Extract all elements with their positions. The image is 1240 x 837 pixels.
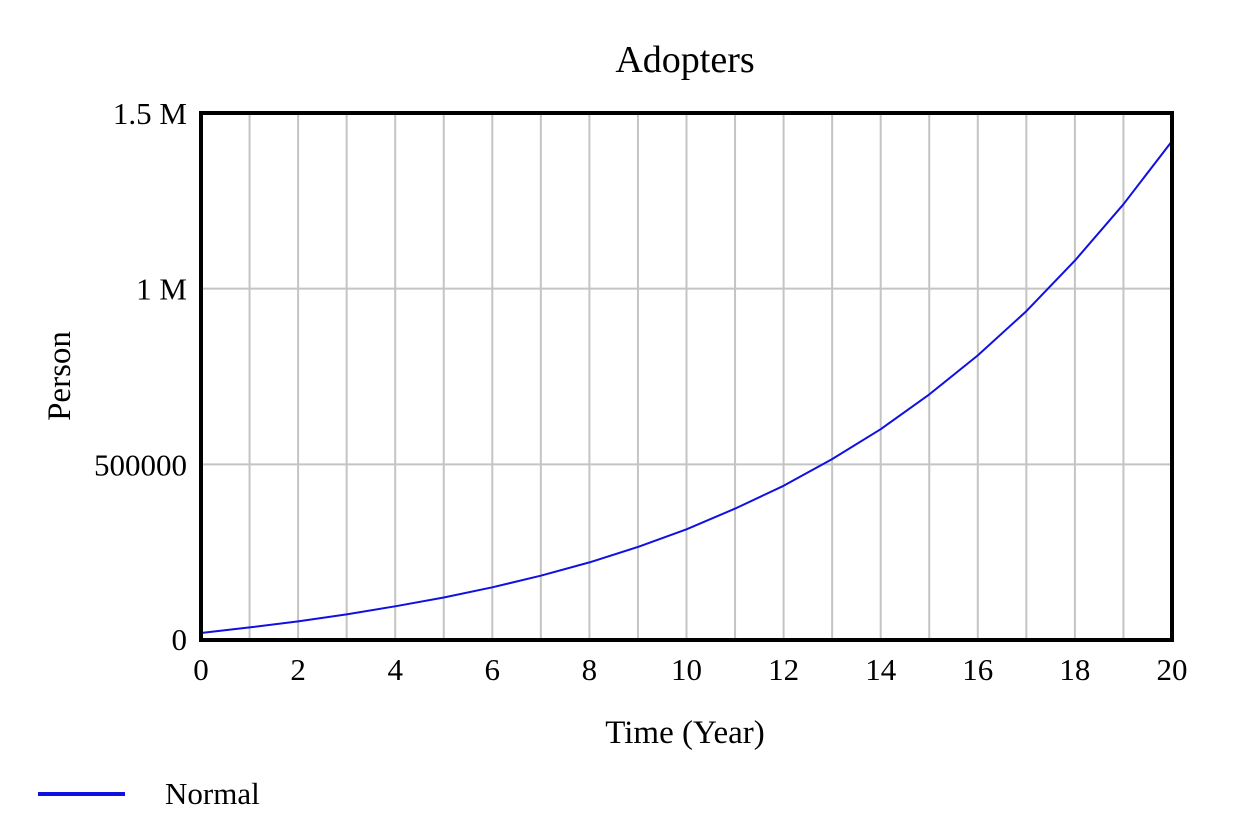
x-tick-label: 14 <box>865 652 897 687</box>
data-point <box>443 596 445 599</box>
data-point <box>588 561 591 564</box>
x-tick-label: 16 <box>962 652 993 687</box>
x-tick-label: 18 <box>1059 652 1090 687</box>
x-axis-label: Time (Year) <box>605 715 765 751</box>
y-tick-label: 0 <box>172 622 188 657</box>
data-point <box>928 393 931 396</box>
legend: Normal <box>38 776 260 811</box>
data-point <box>977 354 979 357</box>
y-tick-label: 1.5 M <box>113 96 187 131</box>
y-tick-label: 1 M <box>136 272 187 307</box>
data-point <box>491 586 494 589</box>
x-tick-label: 8 <box>582 652 598 687</box>
data-point <box>540 574 542 577</box>
x-tick-labels: 0 2 4 6 8 10 12 14 16 18 20 <box>193 652 1187 687</box>
data-point <box>879 428 882 431</box>
data-point <box>248 626 251 629</box>
chart-title: Adopters <box>615 39 754 81</box>
x-tick-label: 4 <box>387 652 403 687</box>
x-tick-label: 2 <box>290 652 306 687</box>
data-point <box>1074 259 1076 262</box>
data-point <box>394 605 397 608</box>
x-tick-label: 6 <box>485 652 501 687</box>
x-tick-label: 20 <box>1157 652 1188 687</box>
data-point <box>782 485 785 487</box>
data-point <box>831 458 833 460</box>
y-tick-label: 500000 <box>94 447 187 482</box>
y-tick-labels: 0 500000 1 M 1.5 M <box>94 96 187 657</box>
x-tick-label: 12 <box>768 652 799 687</box>
data-point <box>734 507 736 510</box>
data-point <box>685 528 688 531</box>
data-point <box>1122 203 1125 206</box>
data-point <box>1025 310 1028 313</box>
data-point <box>637 546 639 548</box>
y-axis-label: Person <box>42 331 78 421</box>
grid-lines <box>200 112 1173 641</box>
legend-label-normal: Normal <box>165 776 260 811</box>
x-tick-label: 0 <box>193 652 209 687</box>
data-point <box>345 613 348 616</box>
series-layer <box>200 140 1173 634</box>
plot-frame <box>199 111 1174 642</box>
x-tick-label: 10 <box>671 652 702 687</box>
data-point <box>297 620 299 623</box>
